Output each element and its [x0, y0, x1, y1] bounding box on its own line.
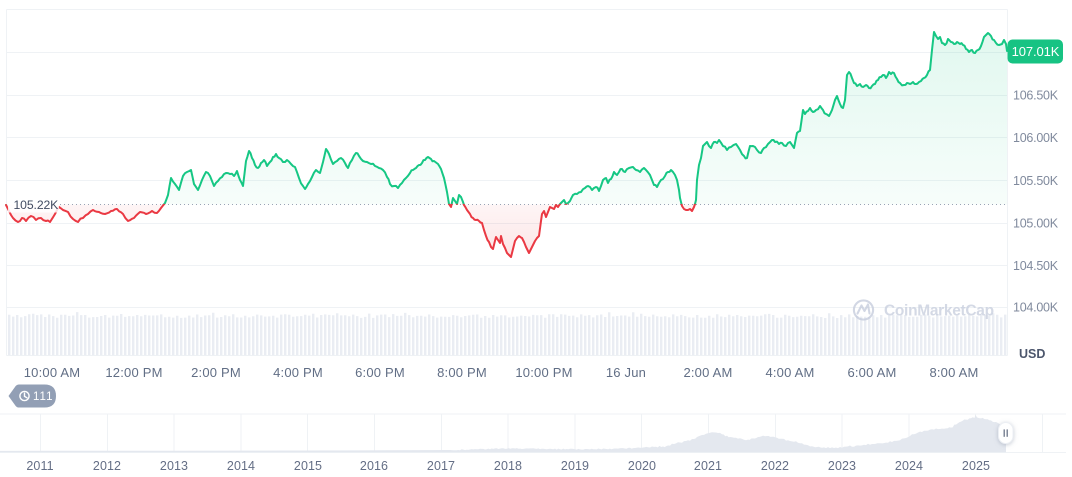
svg-text:2021: 2021	[694, 459, 722, 473]
svg-text:106.00K: 106.00K	[1013, 131, 1059, 145]
svg-text:2013: 2013	[160, 459, 188, 473]
svg-text:2018: 2018	[494, 459, 522, 473]
svg-text:CoinMarketCap: CoinMarketCap	[884, 303, 994, 320]
svg-text:4:00 AM: 4:00 AM	[765, 365, 814, 380]
svg-text:105.22K: 105.22K	[14, 198, 59, 212]
svg-text:105.50K: 105.50K	[1013, 174, 1059, 188]
svg-text:2:00 PM: 2:00 PM	[191, 365, 241, 380]
svg-text:USD: USD	[1019, 347, 1045, 361]
svg-text:8:00 PM: 8:00 PM	[437, 365, 487, 380]
svg-text:2016: 2016	[360, 459, 388, 473]
svg-text:4:00 PM: 4:00 PM	[273, 365, 323, 380]
svg-text:2011: 2011	[26, 459, 53, 473]
svg-text:106.50K: 106.50K	[1013, 88, 1059, 102]
svg-text:2020: 2020	[628, 459, 656, 473]
svg-text:8:00 AM: 8:00 AM	[929, 365, 978, 380]
svg-text:2015: 2015	[294, 459, 322, 473]
svg-text:2025: 2025	[962, 459, 990, 473]
svg-text:2012: 2012	[93, 459, 121, 473]
svg-text:16 Jun: 16 Jun	[606, 365, 646, 380]
svg-text:107.01K: 107.01K	[1012, 44, 1060, 59]
svg-text:2022: 2022	[761, 459, 789, 473]
svg-text:12:00 PM: 12:00 PM	[105, 365, 162, 380]
svg-text:111: 111	[33, 391, 53, 403]
svg-text:10:00 AM: 10:00 AM	[24, 365, 81, 380]
svg-text:2:00 AM: 2:00 AM	[683, 365, 732, 380]
svg-text:6:00 PM: 6:00 PM	[355, 365, 405, 380]
svg-text:6:00 AM: 6:00 AM	[847, 365, 896, 380]
svg-text:10:00 PM: 10:00 PM	[515, 365, 572, 380]
svg-text:105.00K: 105.00K	[1013, 217, 1059, 231]
svg-text:2014: 2014	[227, 459, 255, 473]
svg-text:2023: 2023	[828, 459, 856, 473]
svg-text:2017: 2017	[427, 459, 455, 473]
svg-text:2019: 2019	[561, 459, 589, 473]
svg-text:104.50K: 104.50K	[1013, 259, 1059, 273]
svg-text:2024: 2024	[895, 459, 923, 473]
svg-text:104.00K: 104.00K	[1013, 300, 1059, 314]
